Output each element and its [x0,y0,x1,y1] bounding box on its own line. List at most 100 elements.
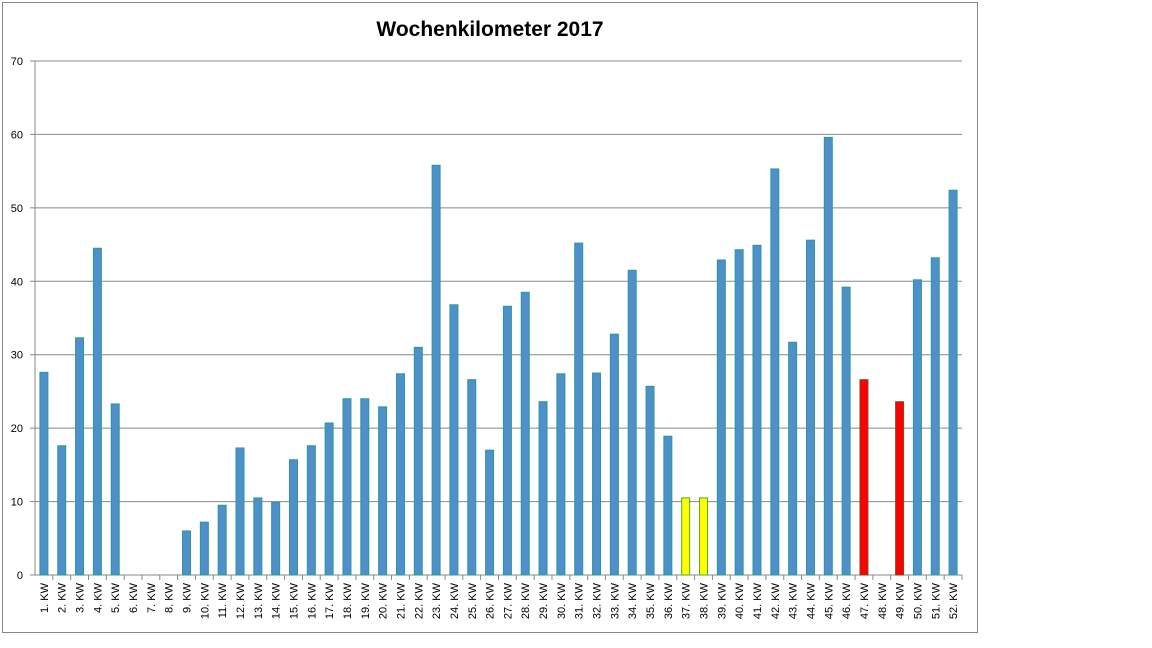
x-tick-label: 47. KW [859,582,871,619]
x-tick-label: 26. KW [485,582,497,619]
x-tick-label: 14. KW [271,582,283,619]
x-tick-label: 49. KW [895,582,907,619]
y-tick-label: 10 [11,497,23,509]
bar-52 [948,189,958,576]
x-tick-label: 2. KW [57,582,69,613]
bar-9 [182,530,192,576]
x-tick-label: 51. KW [930,582,942,619]
bar-36 [663,435,673,576]
bar-38 [699,497,709,576]
bar-27 [502,305,512,576]
x-tick-label: 36. KW [663,582,675,619]
x-tick-label: 7. KW [146,582,158,613]
x-tick-label: 52. KW [948,582,960,619]
bar-39 [716,259,726,576]
x-tick-label: 40. KW [734,582,746,619]
bar-46 [841,286,851,576]
y-tick-label: 60 [11,129,23,141]
x-tick-label: 43. KW [788,582,800,619]
x-tick-label: 34. KW [627,582,639,619]
bar-32 [592,372,602,576]
bar-45 [823,136,833,576]
bar-22 [413,346,423,576]
bar-44 [805,239,815,576]
bar-37 [681,497,691,576]
bar-15 [288,459,298,576]
bar-35 [645,385,655,576]
y-tick-label: 50 [11,203,23,215]
bar-21 [395,373,405,576]
x-tick-label: 27. KW [502,582,514,619]
x-tick-label: 29. KW [538,582,550,619]
bar-20 [378,406,388,576]
x-tick-label: 28. KW [520,582,532,619]
x-tick-label: 24. KW [449,582,461,619]
x-tick-label: 20. KW [378,582,390,619]
bar-13 [253,497,263,576]
x-tick-label: 4. KW [92,582,104,613]
bar-19 [360,398,370,576]
y-tick-label: 40 [11,276,23,288]
x-tick-label: 45. KW [823,582,835,619]
y-tick-label: 0 [17,570,23,582]
x-tick-label: 15. KW [288,582,300,619]
x-tick-label: 6. KW [128,582,140,613]
chart-title: Wochenkilometer 2017 [376,18,603,41]
x-tick-label: 38. KW [699,582,711,619]
x-tick-label: 12. KW [235,582,247,619]
x-tick-label: 37. KW [681,582,693,619]
x-tick-label: 42. KW [770,582,782,619]
bar-34 [627,269,637,576]
x-tick-label: 21. KW [395,582,407,619]
x-tick-label: 46. KW [841,582,853,619]
x-tick-label: 8. KW [164,582,176,613]
bar-23 [431,164,441,576]
bar-10 [199,521,209,576]
x-tick-label: 23. KW [431,582,443,619]
x-tick-label: 10. KW [199,582,211,619]
y-tick-label: 70 [11,56,23,68]
x-tick-label: 3. KW [75,582,87,613]
bar-16 [306,445,316,576]
bar-1 [39,371,49,576]
bar-11 [217,504,227,576]
bar-51 [930,257,940,576]
y-tick-label: 30 [11,350,23,362]
x-tick-label: 19. KW [360,582,372,619]
bar-24 [449,304,459,576]
x-tick-label: 30. KW [556,582,568,619]
bar-31 [574,242,584,576]
x-tick-label: 13. KW [253,582,265,619]
bar-18 [342,398,352,576]
bar-28 [520,291,530,576]
bar-14 [271,501,281,576]
bar-40 [734,249,744,576]
bar-41 [752,244,762,576]
x-tick-label: 25. KW [467,582,479,619]
bar-29 [538,401,548,576]
y-tick-label: 20 [11,423,23,435]
bar-43 [788,341,798,576]
bar-42 [770,168,780,576]
x-tick-label: 9. KW [182,582,194,613]
bar-25 [467,379,477,576]
bar-5 [110,403,120,576]
bar-47 [859,379,869,576]
bar-33 [609,333,619,576]
x-tick-label: 39. KW [716,582,728,619]
x-tick-label: 17. KW [324,582,336,619]
x-tick-label: 41. KW [752,582,764,619]
bar-49 [895,401,905,576]
bar-30 [556,373,566,576]
x-tick-label: 35. KW [645,582,657,619]
x-tick-label: 11. KW [217,582,229,618]
bar-3 [75,337,85,576]
bar-26 [485,449,495,576]
bar-4 [92,247,102,576]
x-tick-label: 33. KW [609,582,621,619]
bar-12 [235,447,245,576]
bar-2 [57,445,67,576]
x-tick-label: 18. KW [342,582,354,619]
x-tick-label: 5. KW [110,582,122,613]
